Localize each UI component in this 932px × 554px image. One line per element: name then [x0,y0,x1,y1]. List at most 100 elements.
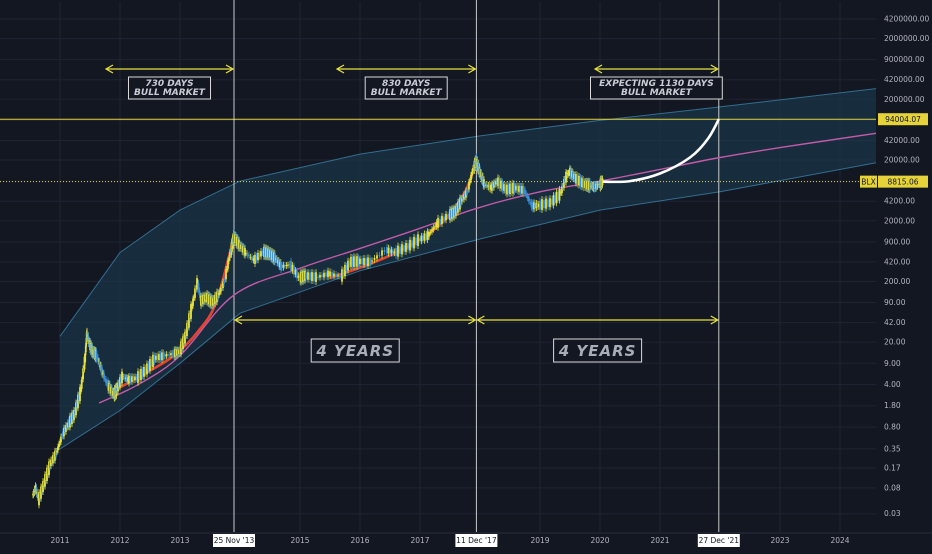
cycle-arrow-head-right [710,315,720,325]
candle-body [280,262,282,271]
candle-body [429,232,432,234]
channel-lower-edge [59,162,877,450]
candle-body [245,252,247,254]
candle-body [261,251,264,254]
candle-body [39,493,41,499]
candle-body [197,283,200,290]
candle-body [512,182,514,194]
candle-body [389,248,391,254]
candle-body [554,195,556,203]
candle-body [76,402,78,408]
candle-body [184,331,186,344]
candle-body [356,256,358,267]
candle-body [155,355,157,360]
candle-body [313,272,315,282]
candle-body [191,305,193,309]
candle-body [48,461,50,476]
candle-body [42,481,44,493]
candle-body [195,288,197,290]
bull-market-arrow-head-right [468,64,477,74]
candle-body [255,255,258,261]
candle-body [447,214,449,217]
candle-body [405,243,407,252]
date-marker-label: 25 Nov '13 [214,536,255,545]
candle-body [265,247,267,258]
candle-body [531,202,534,210]
candle-body [575,174,577,184]
level-price-tag [878,175,928,188]
candle-body [369,257,371,266]
candle-body [266,248,268,257]
candle-body [529,202,532,204]
candle-body [319,275,321,278]
candle-body [467,189,469,191]
candle-body [488,184,491,190]
candle-body [329,271,331,277]
candle-body [127,377,129,382]
candle-body [230,242,233,255]
candle-body [273,252,275,262]
candle-body [461,198,463,202]
candle-body [522,186,525,195]
candle-body [417,234,419,247]
cycle-arrow-head-left [233,315,243,325]
candle-body [59,441,61,444]
candle-body [373,258,376,260]
candle-body [589,181,591,191]
candle-body [75,402,77,416]
candle-body [218,292,220,295]
candle-body [101,367,103,375]
candle-body [423,233,426,241]
candle-body [345,265,348,271]
candle-body [187,323,189,327]
candle-body [363,257,365,266]
bull-market-box [590,76,723,100]
candle-body [36,492,39,498]
candle-body [125,377,127,380]
price-axis-tick: 4200000.00 [884,14,930,23]
bull-market-label: BULL MARKET [621,88,693,98]
candle-body [71,412,73,424]
candle-body [179,347,181,354]
candle-body [409,239,411,251]
candle-body [376,255,378,259]
candle-body [109,384,111,394]
horizontal-levels [0,118,876,183]
candle-body [460,198,462,205]
candle-body [141,369,144,377]
candle-body [299,273,301,282]
candle-body [513,183,516,193]
candle-body [472,167,474,172]
price-axis-tick: 20.00 [884,338,906,347]
price-axis-tick: 4200.00 [884,197,915,206]
candle-body [43,481,45,486]
candle-body [563,178,565,188]
candle-body [582,179,585,189]
candle-body [97,357,99,362]
candle-body [500,180,502,189]
candle-body [211,297,213,307]
axes: 4200000.00 2000000.00 900000.00 420000.00 20… [0,14,932,547]
candle-body [32,492,35,495]
candle-body [454,208,456,216]
candle-body [331,272,333,277]
growth-channel [59,88,877,450]
candle-body [443,216,445,221]
price-axis-tick: 42000.00 [884,136,920,145]
cycle-label: 4 YEARS [315,342,394,360]
candle-body [264,247,266,257]
candle-body [192,298,194,307]
candle-body [46,467,48,481]
price-axis-tick: 0.17 [884,463,901,472]
time-axis-tick: 2015 [290,536,309,545]
candle-body [116,388,118,391]
candle-body [152,354,154,368]
candle-body [144,367,147,374]
price-axis-tick: 20000.00 [884,156,920,165]
candle-body [132,376,135,381]
candle-body [129,376,132,382]
candle-body [110,386,112,394]
level-price-value: 94004.07 [885,115,921,124]
